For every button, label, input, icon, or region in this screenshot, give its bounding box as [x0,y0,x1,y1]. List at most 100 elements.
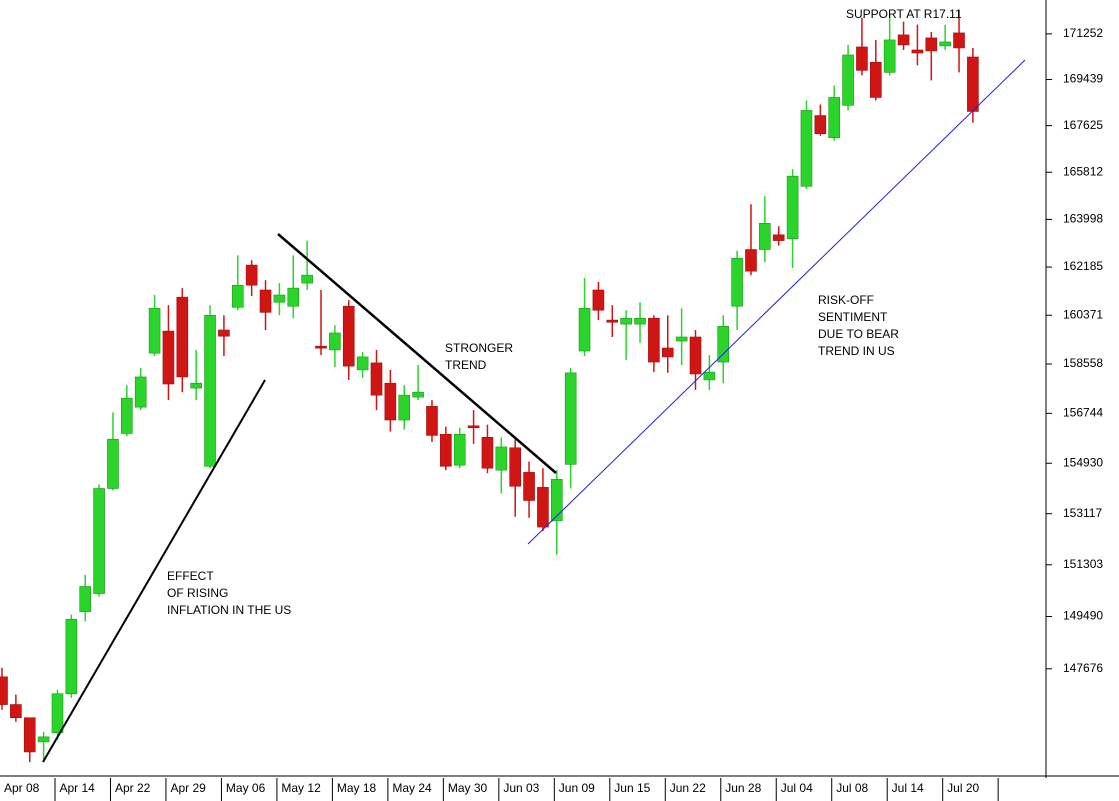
x-tick-label: Apr 08 [4,781,40,795]
candle-body [162,330,175,385]
x-tick-label: Apr 29 [170,781,206,795]
candle-body [661,347,674,358]
y-tick-label: 167625 [1063,118,1103,132]
annotation: EFFECT [167,569,214,583]
candle-body [578,308,591,352]
x-tick-label: Apr 14 [59,781,95,795]
candle-body [259,289,272,313]
candle-body [842,54,854,106]
candle-body [550,479,563,522]
candle-body [453,433,466,466]
candle-body [273,294,286,303]
support-line [527,59,1026,545]
candle-body [717,325,730,363]
candle-body [231,284,244,308]
annotation: OF RISING [167,586,228,600]
candle-body [481,437,494,469]
candle-body [79,586,92,612]
y-tick-label: 163998 [1063,212,1103,226]
plot [0,9,979,763]
candle-body [467,425,480,429]
y-tick-label: 151303 [1063,557,1103,571]
candle-body [121,397,133,434]
candle-body [523,472,535,501]
x-tick-label: Jun 15 [614,781,650,795]
candle-body [93,488,105,594]
candle-body [828,97,841,139]
x-tick-label: May 30 [448,781,488,795]
candle-body [745,249,757,272]
trend-line [42,379,266,763]
x-tick-label: Apr 22 [115,781,151,795]
candle-body [426,406,438,436]
x-tick-label: Jul 08 [836,781,868,795]
candle-body [564,372,577,465]
annotation: SUPPORT AT R17.11 [846,7,962,21]
candle-body [384,382,397,421]
candle-body [870,61,882,98]
candle-body [509,447,521,487]
candle-body [592,289,605,311]
candle-body [301,274,313,284]
candle-body [537,487,549,528]
candle-body [342,305,355,367]
x-tick-label: May 12 [281,781,321,795]
y-tick-label: 162185 [1063,259,1103,273]
x-tick-label: Jun 28 [725,781,761,795]
y-tick-label: 160371 [1063,307,1103,321]
candle-body [440,433,452,467]
x-tick-label: May 18 [337,781,377,795]
annotation: DUE TO BEAR [818,327,899,341]
candle-body [939,41,951,47]
trend-line [277,233,557,474]
candle-body [190,382,202,389]
annotation: STRONGER [445,341,513,355]
y-tick-label: 169439 [1063,72,1103,86]
y-tick-label: 156744 [1063,406,1103,420]
y-tick-label: 165812 [1063,164,1103,178]
candle-body [620,317,632,325]
x-tick-label: May 24 [392,781,432,795]
candle-body [925,37,938,52]
candle-body [953,32,965,49]
candle-body [731,257,743,307]
candle-body [786,175,799,240]
candle-body [37,736,50,743]
candle-body [759,222,771,250]
candle-body [176,296,189,378]
candle-body [51,693,64,734]
candle-body [245,264,258,286]
candle-body [204,315,216,467]
candle-body [634,317,646,325]
candle-body [23,717,36,753]
x-tick-label: Jun 22 [670,781,706,795]
x-tick-label: Jul 20 [947,781,979,795]
x-tick-label: Jul 14 [892,781,924,795]
candle-body [356,356,369,371]
candle-body [370,362,383,396]
candle-body [772,234,785,241]
y-tick-label: 147676 [1063,661,1103,675]
annotation: SENTIMENT [818,310,888,324]
x-tick-label: Jun 03 [503,781,539,795]
candle-body [495,446,508,471]
candle-body [856,46,868,71]
candle-body [329,332,341,351]
candle-body [65,619,78,695]
y-tick-label: 154930 [1063,455,1103,469]
candle-body [412,391,424,398]
annotation: RISK-OFF [818,293,874,307]
candle-body [0,676,8,705]
candle-body [315,345,327,349]
candle-body [675,336,688,342]
candle-body [883,39,896,73]
x-tick-label: May 06 [226,781,266,795]
candle-body [897,34,910,46]
candle-body [814,115,827,134]
candle-body [967,56,979,112]
candle-body [107,438,119,489]
candle-body [134,376,147,408]
annotation: INFLATION IN THE US [167,603,291,617]
y-tick-label: 149490 [1063,609,1103,623]
candle-body [287,287,300,307]
